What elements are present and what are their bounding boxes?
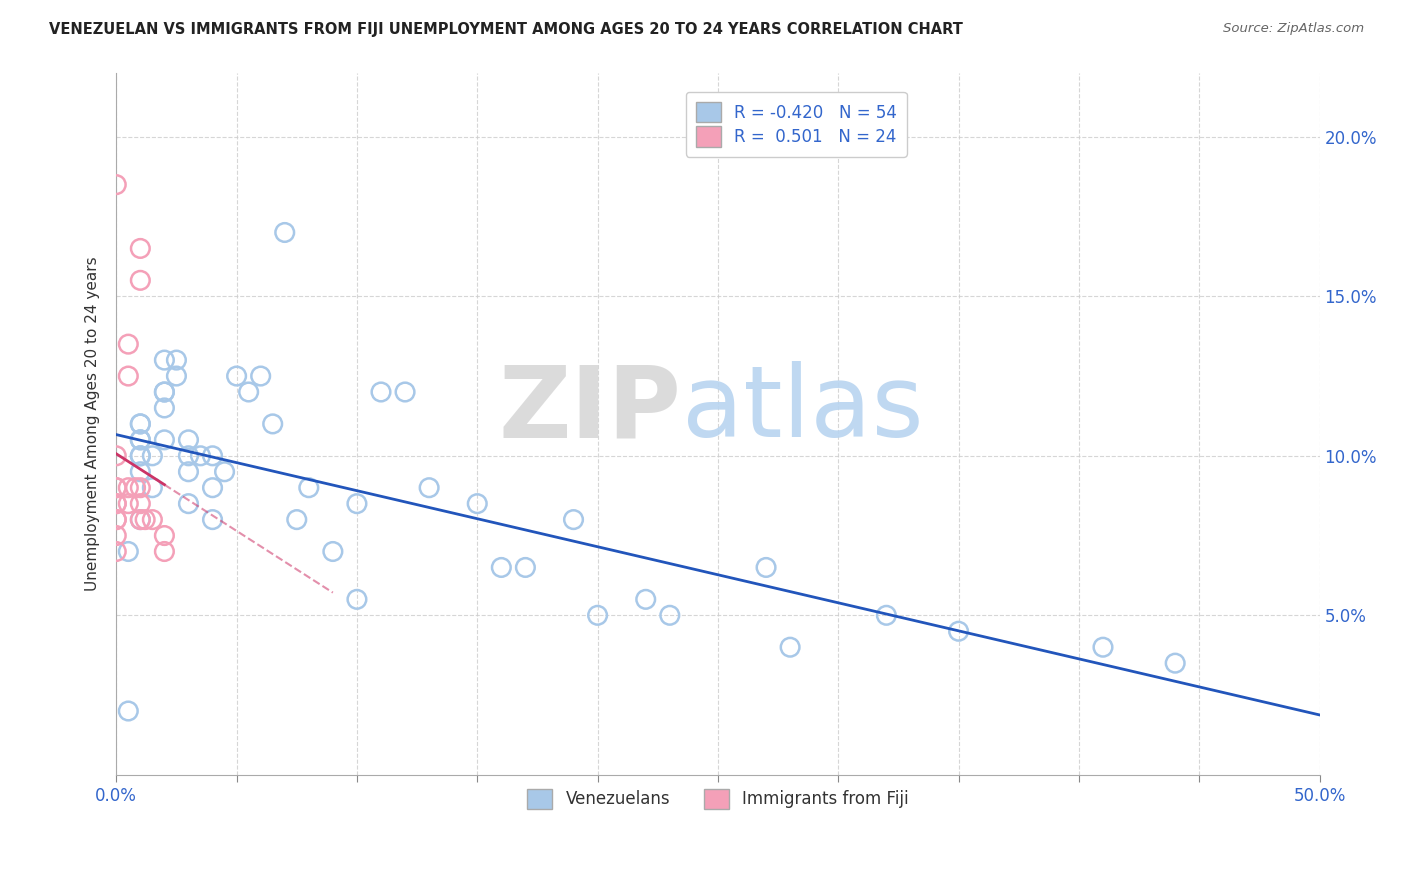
Point: [129, 465, 152, 479]
Point: [134, 513, 156, 527]
Point: [201, 513, 224, 527]
Point: [105, 481, 128, 495]
Point: [165, 369, 187, 384]
Point: [153, 528, 176, 542]
Point: [141, 481, 163, 495]
Point: [105, 481, 128, 495]
Point: [141, 449, 163, 463]
Point: [117, 369, 139, 384]
Point: [177, 465, 200, 479]
Point: [634, 592, 657, 607]
Point: [153, 544, 176, 558]
Point: [153, 433, 176, 447]
Point: [129, 481, 152, 495]
Point: [105, 178, 128, 192]
Text: atlas: atlas: [682, 361, 924, 458]
Point: [129, 497, 152, 511]
Point: [153, 353, 176, 368]
Point: [129, 242, 152, 256]
Point: [177, 433, 200, 447]
Point: [117, 497, 139, 511]
Point: [274, 226, 297, 240]
Point: [105, 449, 128, 463]
Point: [658, 608, 681, 623]
Point: [755, 560, 778, 574]
Point: [586, 608, 609, 623]
Point: [165, 353, 187, 368]
Text: Source: ZipAtlas.com: Source: ZipAtlas.com: [1223, 22, 1364, 36]
Point: [105, 544, 128, 558]
Point: [124, 481, 146, 495]
Point: [129, 433, 152, 447]
Point: [322, 544, 344, 558]
Point: [238, 384, 260, 399]
Point: [153, 384, 176, 399]
Point: [875, 608, 897, 623]
Point: [515, 560, 537, 574]
Point: [129, 273, 152, 287]
Point: [190, 449, 212, 463]
Point: [1091, 640, 1114, 655]
Point: [491, 560, 513, 574]
Point: [153, 401, 176, 415]
Point: [105, 513, 128, 527]
Point: [214, 465, 236, 479]
Point: [262, 417, 284, 431]
Point: [249, 369, 271, 384]
Point: [346, 497, 368, 511]
Point: [105, 497, 128, 511]
Legend: Venezuelans, Immigrants from Fiji: Venezuelans, Immigrants from Fiji: [520, 782, 915, 815]
Point: [117, 704, 139, 718]
Point: [129, 513, 152, 527]
Point: [346, 592, 368, 607]
Point: [117, 337, 139, 351]
Point: [153, 384, 176, 399]
Point: [298, 481, 321, 495]
Point: [394, 384, 416, 399]
Point: [129, 449, 152, 463]
Point: [177, 449, 200, 463]
Point: [201, 481, 224, 495]
Point: [779, 640, 801, 655]
Y-axis label: Unemployment Among Ages 20 to 24 years: Unemployment Among Ages 20 to 24 years: [86, 257, 100, 591]
Point: [225, 369, 247, 384]
Point: [117, 481, 139, 495]
Point: [177, 497, 200, 511]
Point: [117, 544, 139, 558]
Point: [948, 624, 970, 639]
Point: [562, 513, 585, 527]
Text: VENEZUELAN VS IMMIGRANTS FROM FIJI UNEMPLOYMENT AMONG AGES 20 TO 24 YEARS CORREL: VENEZUELAN VS IMMIGRANTS FROM FIJI UNEMP…: [49, 22, 963, 37]
Point: [370, 384, 392, 399]
Point: [129, 417, 152, 431]
Point: [105, 528, 128, 542]
Point: [129, 417, 152, 431]
Point: [418, 481, 440, 495]
Point: [105, 513, 128, 527]
Point: [1164, 656, 1187, 670]
Point: [129, 433, 152, 447]
Point: [465, 497, 488, 511]
Point: [105, 497, 128, 511]
Point: [285, 513, 308, 527]
Point: [129, 449, 152, 463]
Point: [141, 513, 163, 527]
Point: [201, 449, 224, 463]
Text: ZIP: ZIP: [499, 361, 682, 458]
Point: [129, 513, 152, 527]
